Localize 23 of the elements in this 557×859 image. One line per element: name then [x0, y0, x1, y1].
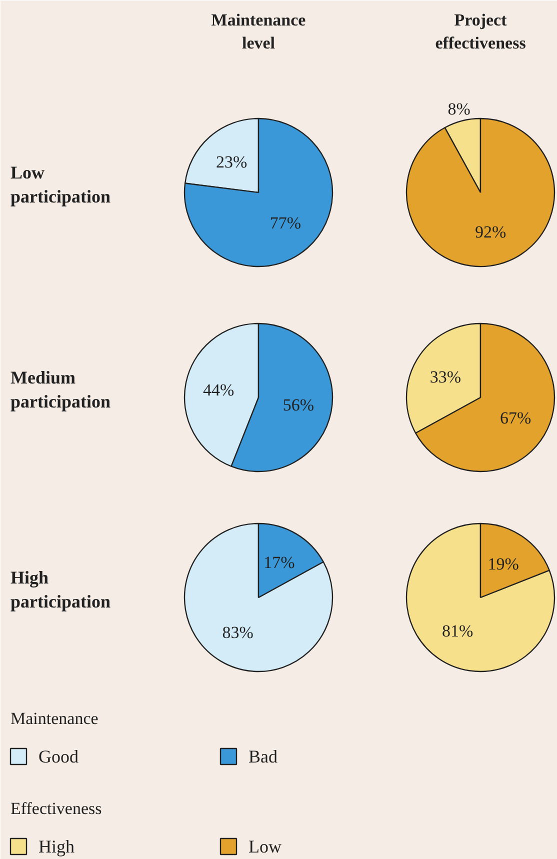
legend-label: Low — [248, 836, 282, 856]
data-label: 56% — [282, 396, 314, 415]
text: Low participation — [10, 162, 111, 206]
chart-title: Project effectiveness — [435, 10, 526, 52]
data-label: 44% — [202, 380, 234, 400]
data-label: 77% — [270, 214, 302, 233]
legend-label: Bad — [248, 746, 278, 766]
legend-label: Good — [38, 746, 78, 766]
chart-title: Maintenance level — [211, 10, 306, 52]
text: High participation — [10, 568, 111, 612]
text: Medium participation — [10, 368, 111, 412]
data-label: 17% — [264, 552, 295, 572]
legend-label: High — [38, 836, 74, 856]
data-label: 33% — [430, 367, 462, 386]
data-label: 19% — [488, 554, 519, 574]
legend-title: Maintenance — [10, 709, 98, 728]
data-label: 81% — [442, 622, 474, 641]
legend-title: Effectiveness — [10, 799, 102, 818]
data-label: 67% — [500, 408, 532, 428]
data-label: 92% — [475, 222, 506, 242]
data-label: 8% — [448, 100, 470, 119]
data-label: 23% — [216, 152, 248, 172]
data-label: 83% — [222, 623, 254, 642]
